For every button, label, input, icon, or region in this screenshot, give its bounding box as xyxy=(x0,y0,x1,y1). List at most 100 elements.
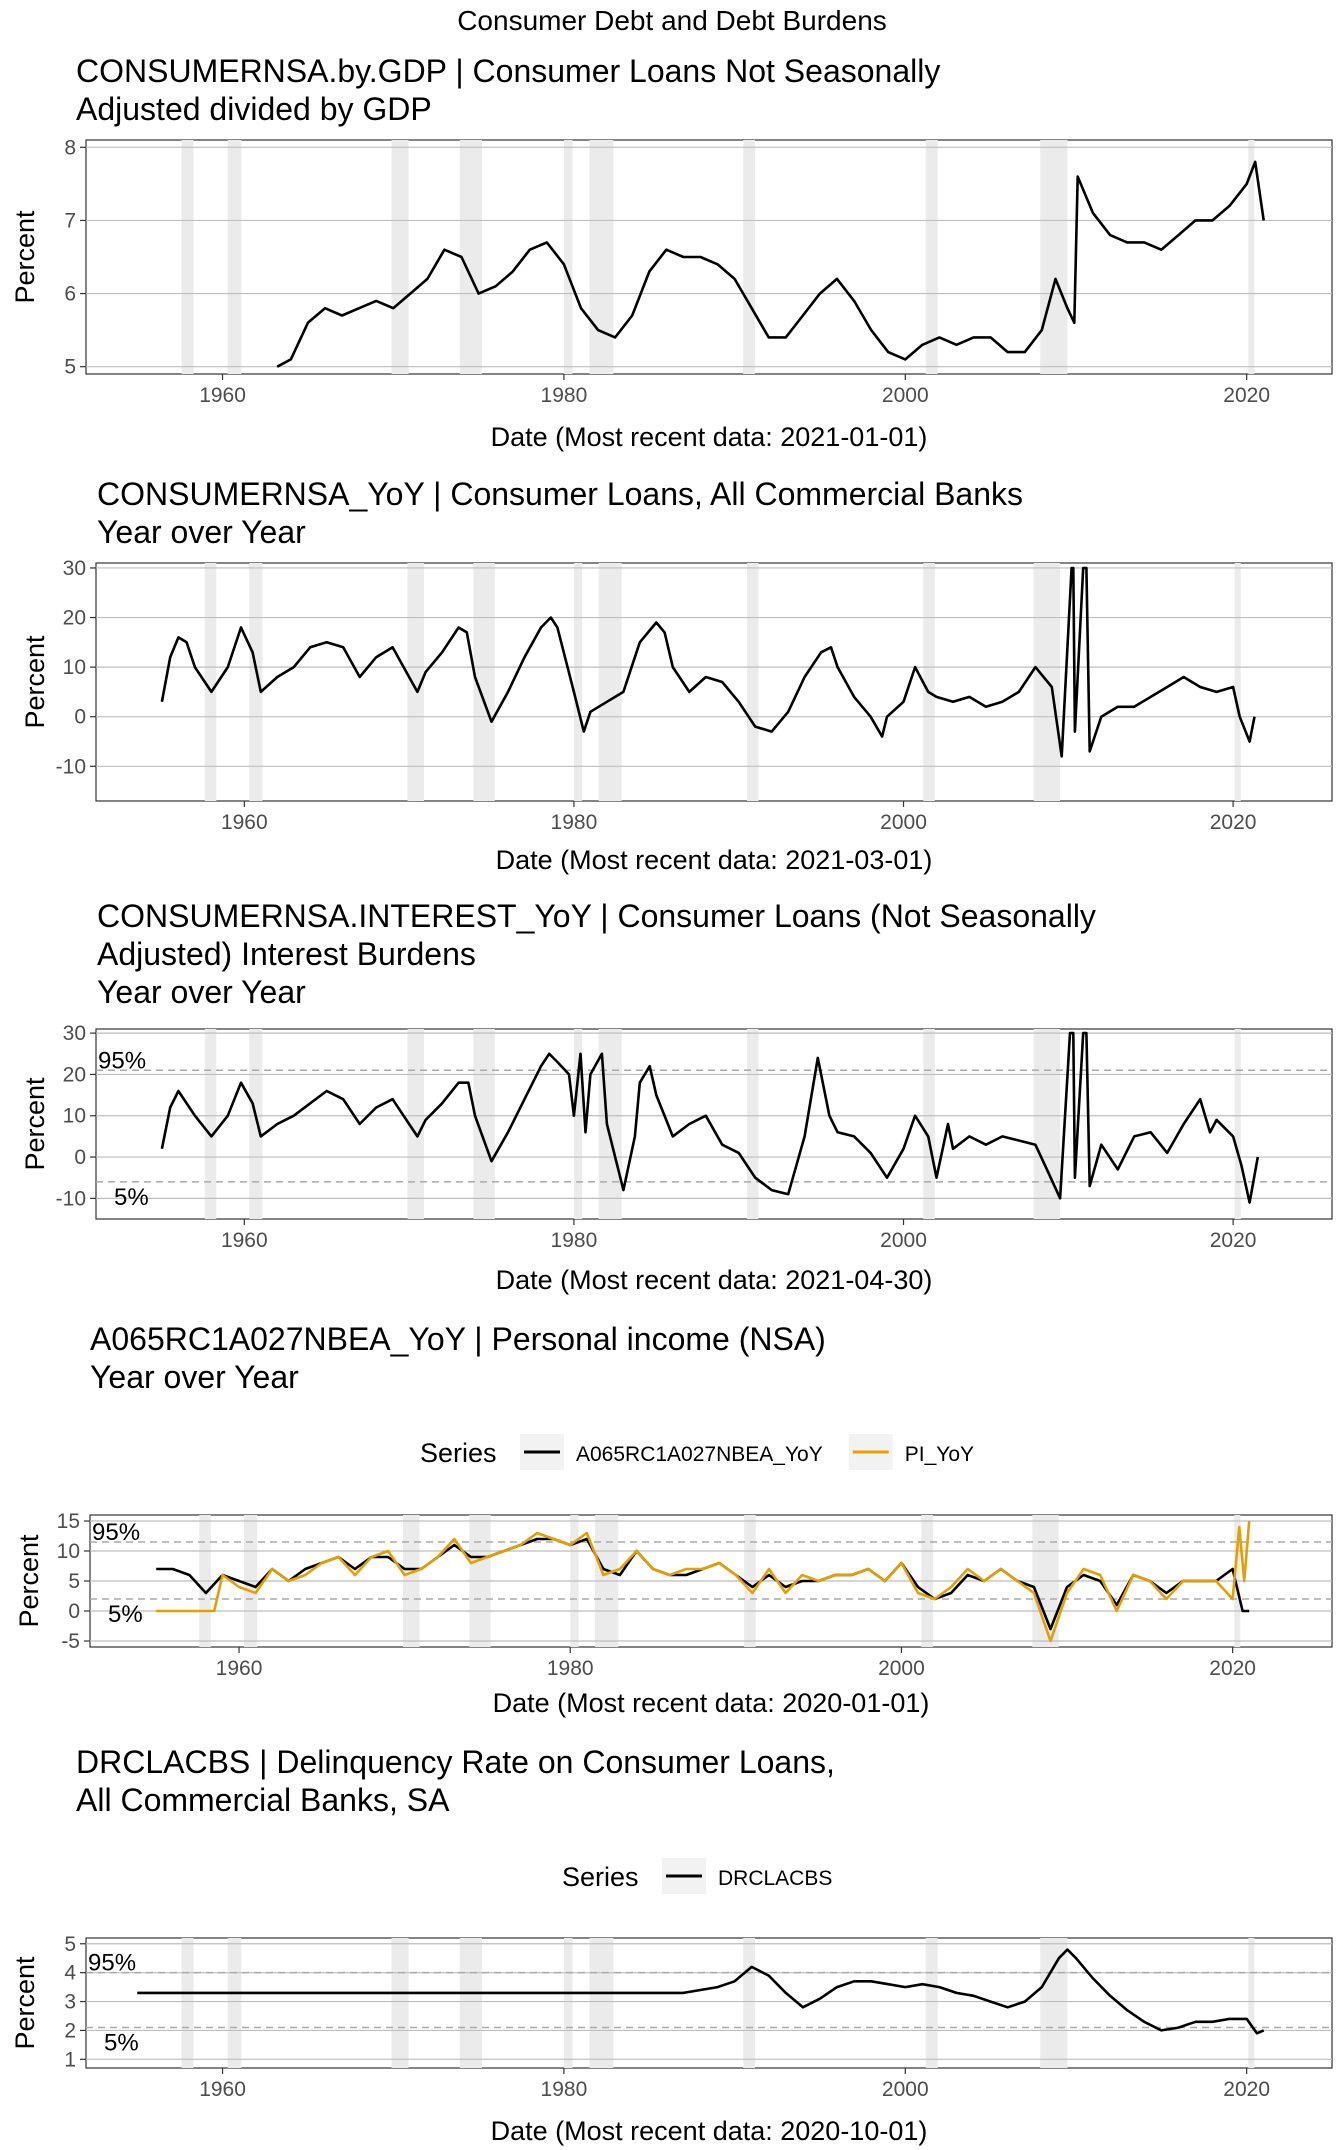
y-tick-label: 5 xyxy=(68,1570,80,1593)
x-tick-label: 2020 xyxy=(1210,1229,1257,1252)
recession-shading xyxy=(589,140,614,374)
legend-title: Series xyxy=(420,1438,497,1468)
x-tick-label: 1960 xyxy=(199,384,246,407)
chart-panel-5: DRCLACBS | Delinquency Rate on Consumer … xyxy=(10,1744,1333,2146)
page-title: Consumer Debt and Debt Burdens xyxy=(457,5,887,36)
y-tick-label: 2 xyxy=(64,2019,76,2042)
x-tick-label: 2000 xyxy=(882,384,929,407)
x-tick-label: 1980 xyxy=(541,384,588,407)
y-axis-label: Percent xyxy=(20,635,50,729)
recession-shading xyxy=(181,140,194,374)
recession-shading xyxy=(459,1938,482,2068)
recession-shading xyxy=(925,1938,938,2068)
y-tick-label: 8 xyxy=(64,136,76,159)
recession-shading xyxy=(1040,1938,1068,2068)
legend: Series DRCLACBS xyxy=(562,1858,832,1894)
recession-shading xyxy=(473,1029,495,1219)
recession-shading xyxy=(459,140,482,374)
recession-shading xyxy=(1248,140,1255,374)
y-tick-label: 10 xyxy=(63,1105,86,1128)
chart-panel-1: CONSUMERNSA.by.GDP | Consumer Loans Not … xyxy=(10,53,1333,452)
x-tick-label: 1960 xyxy=(216,1657,263,1680)
y-tick-label: 10 xyxy=(57,1540,80,1563)
legend-label: DRCLACBS xyxy=(718,1867,832,1890)
series-line xyxy=(156,1520,1251,1643)
recession-shading xyxy=(473,563,495,801)
y-tick-label: 30 xyxy=(63,1022,86,1045)
x-tick-label: 2020 xyxy=(1223,384,1270,407)
chart-title-line: Year over Year xyxy=(97,974,306,1010)
y-axis-label: Percent xyxy=(20,1077,50,1171)
series-line xyxy=(276,160,1265,368)
chart-panel-2: CONSUMERNSA_YoY | Consumer Loans, All Co… xyxy=(20,476,1333,875)
y-tick-label: 10 xyxy=(63,656,86,679)
recession-shading xyxy=(925,140,938,374)
legend-label: A065RC1A027NBEA_YoY xyxy=(576,1443,823,1466)
plot-area xyxy=(95,562,1333,802)
x-tick-label: 1960 xyxy=(221,811,268,834)
y-tick-label: 5 xyxy=(64,1933,76,1956)
recession-shading xyxy=(227,1938,242,2068)
quantile-label: 95% xyxy=(92,1519,140,1546)
y-tick-label: 0 xyxy=(68,1600,80,1623)
recession-shading xyxy=(573,563,583,801)
y-tick-label: 3 xyxy=(64,1991,76,2014)
recession-shading xyxy=(204,563,217,801)
recession-shading xyxy=(407,563,424,801)
y-tick-label: 4 xyxy=(64,1962,76,1985)
recession-shading xyxy=(589,1938,614,2068)
y-tick-label: 0 xyxy=(74,706,86,729)
recession-shading xyxy=(1234,1029,1241,1219)
x-axis-label: Date (Most recent data: 2020-01-01) xyxy=(493,1688,930,1718)
series-line xyxy=(137,1948,1265,2035)
recession-shading xyxy=(923,1029,935,1219)
chart-title-line: Year over Year xyxy=(97,514,306,550)
chart-title: DRCLACBS | Delinquency Rate on Consumer … xyxy=(76,1744,835,1818)
recession-shading xyxy=(923,563,935,801)
chart-title: A065RC1A027NBEA_YoY | Personal income (N… xyxy=(90,1321,826,1395)
x-tick-label: 1980 xyxy=(551,1229,598,1252)
x-tick-label: 1960 xyxy=(221,1229,268,1252)
y-tick-label: 15 xyxy=(57,1510,80,1533)
x-axis-label: Date (Most recent data: 2020-10-01) xyxy=(491,2116,928,2146)
y-axis-label: Percent xyxy=(10,1956,40,2050)
y-tick-label: -10 xyxy=(56,1187,86,1210)
chart-title-line: Adjusted) Interest Burdens xyxy=(97,936,476,972)
recession-shading xyxy=(746,1029,759,1219)
quantile-label: 95% xyxy=(88,1950,136,1977)
chart-title-line: CONSUMERNSA.by.GDP | Consumer Loans Not … xyxy=(76,53,940,89)
chart-title-line: DRCLACBS | Delinquency Rate on Consumer … xyxy=(76,1744,835,1780)
recession-shading xyxy=(391,140,409,374)
x-tick-label: 2020 xyxy=(1223,2078,1270,2101)
x-axis-label: Date (Most recent data: 2021-01-01) xyxy=(491,422,928,452)
legend-label: PI_YoY xyxy=(905,1443,974,1466)
chart-panels: CONSUMERNSA.by.GDP | Consumer Loans Not … xyxy=(10,53,1333,2146)
recession-shading xyxy=(563,1938,573,2068)
quantile-label: 95% xyxy=(98,1047,146,1074)
y-tick-label: 6 xyxy=(64,283,76,306)
recession-shading xyxy=(743,1938,756,2068)
y-axis-label: Percent xyxy=(10,210,40,304)
series-line xyxy=(160,1031,1260,1204)
chart-title: CONSUMERNSA.INTEREST_YoY | Consumer Loan… xyxy=(97,898,1096,1010)
series-line xyxy=(160,566,1256,758)
chart-title-line: CONSUMERNSA_YoY | Consumer Loans, All Co… xyxy=(97,476,1023,512)
recession-shading xyxy=(1234,563,1241,801)
recession-shading xyxy=(746,563,759,801)
y-tick-label: 20 xyxy=(63,1063,86,1086)
y-axis-label: Percent xyxy=(14,1534,44,1628)
legend: Series A065RC1A027NBEA_YoY PI_YoY xyxy=(420,1434,974,1470)
x-tick-label: 2020 xyxy=(1210,811,1257,834)
recession-shading xyxy=(249,1029,263,1219)
recession-shading xyxy=(598,563,622,801)
x-tick-label: 2000 xyxy=(880,811,927,834)
chart-title-line: A065RC1A027NBEA_YoY | Personal income (N… xyxy=(90,1321,826,1357)
y-tick-label: 30 xyxy=(63,557,86,580)
recession-shading xyxy=(227,140,242,374)
y-tick-label: 20 xyxy=(63,607,86,630)
y-tick-label: 0 xyxy=(74,1146,86,1169)
chart-title-line: CONSUMERNSA.INTEREST_YoY | Consumer Loan… xyxy=(97,898,1096,934)
chart-title-line: Adjusted divided by GDP xyxy=(76,91,432,127)
plot-area xyxy=(85,139,1333,375)
